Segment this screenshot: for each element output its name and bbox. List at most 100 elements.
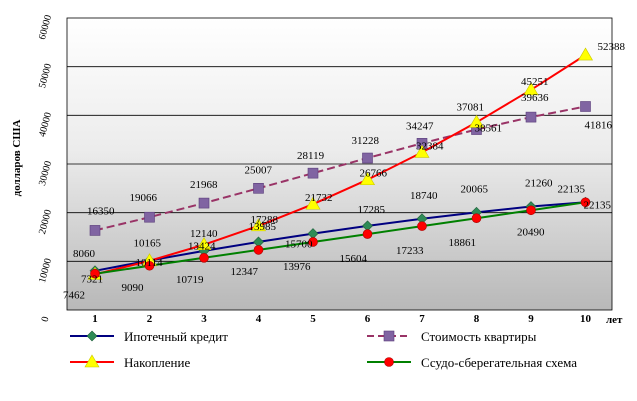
data-label-loan_savings: 22135	[584, 199, 612, 211]
y-tick-label: 60000	[37, 14, 54, 41]
data-label-savings: 21732	[305, 192, 333, 204]
legend-marker-savings	[84, 354, 100, 368]
marker-savings	[523, 82, 539, 96]
y-tick-label: 20000	[37, 209, 54, 236]
x-tick-label: 2	[147, 313, 153, 325]
data-label-mortgage: 22135	[558, 183, 586, 195]
data-label-apartment: 39636	[521, 92, 549, 104]
y-tick-label: 30000	[37, 160, 54, 187]
legend-marker-apartment	[383, 330, 395, 342]
x-tick-label: 9	[528, 313, 534, 325]
y-tick-label: 10000	[37, 257, 54, 284]
data-label-savings: 26766	[360, 168, 388, 180]
data-label-apartment: 21968	[190, 179, 218, 191]
series-markers	[87, 47, 594, 280]
legend-marker-mortgage	[86, 330, 98, 342]
data-label-savings: 13424	[188, 241, 216, 253]
data-label-mortgage: 8060	[73, 248, 96, 260]
x-axis-unit: лет	[606, 314, 623, 326]
data-label-savings: 37081	[457, 101, 485, 113]
data-label-apartment: 31228	[352, 135, 380, 147]
series-line-apartment	[94, 105, 586, 232]
marker-loan_savings	[199, 253, 209, 263]
data-label-loan_savings: 17233	[396, 245, 424, 257]
data-label-mortgage: 10165	[134, 238, 162, 250]
legend: Ипотечный кредит Стоимость квартиры Накопл…	[70, 329, 577, 370]
x-tick-label: 10	[580, 313, 592, 325]
y-tick-label: 50000	[37, 63, 54, 90]
y-tick-label: 0	[40, 316, 52, 324]
legend-label-savings: Накопление	[124, 355, 190, 370]
data-label-loan_savings: 12347	[231, 266, 259, 278]
x-tick-label: 4	[256, 313, 262, 325]
data-label-mortgage: 15700	[285, 239, 313, 251]
data-label-apartment: 28119	[297, 150, 325, 162]
marker-apartment	[198, 197, 210, 209]
data-label-apartment: 25007	[245, 164, 273, 176]
data-label-mortgage: 18740	[410, 190, 438, 202]
marker-apartment	[89, 225, 101, 236]
data-label-loan_savings: 13976	[283, 261, 311, 273]
data-label-apartment: 38561	[475, 123, 503, 135]
marker-savings	[196, 237, 212, 250]
x-tick-label: 7	[419, 313, 425, 325]
data-label-apartment: 41816	[585, 119, 613, 131]
series-line-loan_savings	[94, 201, 586, 275]
data-label-apartment: 19066	[130, 192, 158, 204]
data-label-loan_savings: 18861	[449, 237, 477, 249]
marker-loan_savings	[362, 229, 373, 239]
marker-loan_savings	[308, 237, 318, 247]
data-label-mortgage: 17285	[358, 204, 386, 216]
data-label-savings: 52388	[598, 41, 626, 53]
data-label-mortgage: 20065	[461, 183, 489, 195]
data-label-apartment: 16350	[87, 205, 115, 217]
data-label-apartment: 34247	[406, 120, 434, 132]
x-tick-label: 5	[310, 313, 316, 325]
x-tick-label: 3	[201, 313, 207, 325]
marker-loan_savings	[253, 245, 264, 255]
legend-label-mortgage: Ипотечный кредит	[124, 329, 228, 344]
series-line-savings	[94, 54, 587, 276]
series-line-mortgage	[94, 201, 586, 272]
data-label-mortgage: 12140	[190, 228, 218, 240]
marker-loan_savings	[144, 260, 155, 271]
data-label-loan_savings: 20490	[517, 226, 545, 238]
series-lines	[94, 54, 587, 276]
data-label-savings: 10114	[136, 257, 164, 269]
legend-label-loan_savings: Ссудо-сберегательная схема	[421, 355, 577, 370]
marker-loan_savings	[90, 268, 100, 279]
marker-savings	[468, 114, 485, 128]
x-tick-label: 8	[474, 313, 480, 325]
data-label-mortgage: 21260	[525, 178, 553, 190]
marker-loan_savings	[580, 197, 591, 208]
marker-apartment	[144, 211, 155, 223]
data-label-loan_savings: 15604	[340, 253, 368, 265]
marker-loan_savings	[471, 213, 482, 224]
marker-apartment	[362, 152, 373, 164]
marker-savings	[414, 144, 430, 158]
marker-apartment	[307, 167, 319, 179]
marker-savings	[305, 196, 321, 210]
data-label-loan_savings: 7462	[63, 290, 85, 302]
data-labels: 8060 10165 12140 13985 15700 17285 18740 20065 2…	[63, 41, 626, 302]
y-axis-title: долларов США	[11, 120, 23, 197]
marker-apartment	[525, 111, 537, 123]
data-label-mortgage: 13985	[249, 221, 277, 233]
data-label-savings: 7321	[81, 273, 103, 285]
data-label-loan_savings: 10719	[176, 274, 204, 286]
x-tick-label: 1	[92, 313, 98, 325]
marker-loan_savings	[417, 221, 427, 231]
x-tick-label: 6	[365, 313, 371, 325]
marker-savings	[359, 172, 376, 186]
data-label-savings: 45251	[521, 76, 549, 88]
data-label-loan_savings: 9090	[122, 282, 145, 294]
y-axis-ticks: 0 10000 20000 30000 40000 50000 60000	[37, 14, 54, 323]
marker-loan_savings	[526, 205, 536, 216]
data-label-savings: 32384	[416, 140, 444, 152]
x-axis-ticks: 1 2 3 4 5 6 7 8 9 10	[92, 313, 591, 325]
marker-savings	[577, 47, 594, 61]
legend-marker-loan_savings	[384, 357, 394, 367]
y-tick-label: 40000	[37, 111, 54, 138]
